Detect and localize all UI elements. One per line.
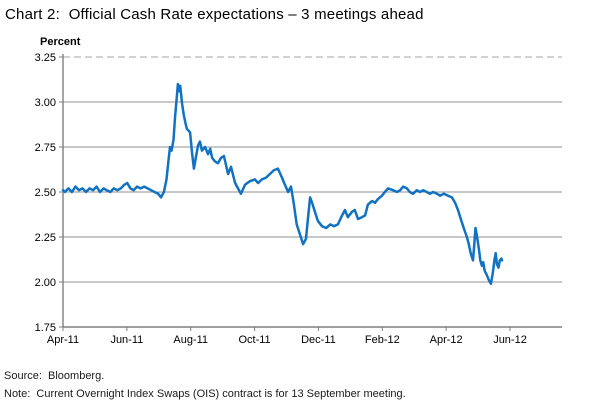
y-tick-label: 2.50 (35, 187, 56, 199)
x-tick-label: Jun-11 (110, 334, 143, 346)
source-text: Source: Bloomberg. (4, 370, 105, 382)
y-axis-title: Percent (40, 36, 81, 48)
data-line-series (61, 82, 504, 286)
x-tick-label: Apr-11 (47, 334, 79, 346)
y-tick-label: 3.25 (35, 52, 56, 64)
x-tick-label: Dec-11 (301, 334, 336, 346)
y-tick-label: 1.75 (35, 322, 56, 334)
y-tick-label: 2.00 (35, 277, 56, 289)
y-tick-label: 3.00 (35, 97, 56, 109)
chart-title: Chart 2: Official Cash Rate expectations… (5, 6, 424, 23)
x-tick-label: Oct-11 (238, 334, 270, 346)
x-tick-label: Feb-12 (365, 334, 400, 346)
x-tick-label: Apr-12 (430, 334, 463, 346)
x-tick-label: Jun-12 (493, 334, 527, 346)
note-text: Note: Current Overnight Index Swaps (OIS… (4, 388, 406, 400)
y-tick-label: 2.75 (35, 142, 56, 154)
x-tick-label: Aug-11 (173, 334, 208, 346)
y-tick-label: 2.25 (35, 232, 56, 244)
